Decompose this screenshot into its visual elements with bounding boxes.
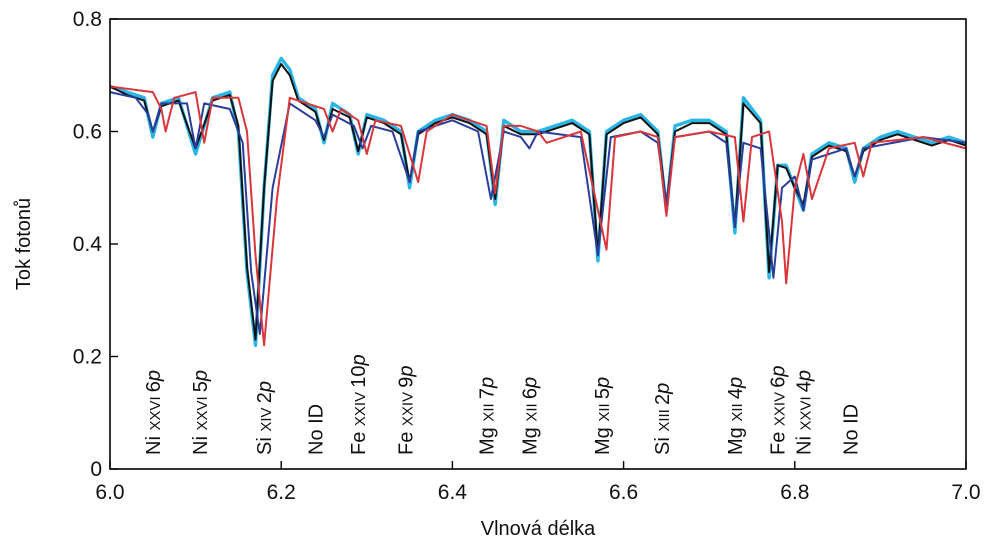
x-tick-label: 6.4 — [438, 481, 468, 504]
line-annotation: Si XIV 2p — [254, 381, 276, 455]
x-tick-label: 6.2 — [267, 481, 296, 504]
line-annotation: Si XIII 2p — [652, 383, 674, 455]
x-tick-label: 6.0 — [95, 481, 124, 504]
y-tick-label: 0.8 — [73, 8, 102, 31]
line-annotation: Ni XXVI 4p — [793, 370, 815, 455]
line-annotation: Ni XXVI 5p — [190, 370, 212, 455]
line-annotations: Ni XXVI 6p Ni XXVI 5p Si XIV 2p No ID Fe XXI… — [143, 354, 863, 455]
line-annotation: Fe XXIV 9p — [395, 365, 417, 455]
series-layer — [109, 56, 967, 347]
series-line-4 — [109, 85, 967, 347]
line-annotation: Mg XII 5p — [592, 377, 614, 455]
y-tick-label: 0.2 — [73, 346, 102, 369]
line-annotation: Ni XXVI 6p — [143, 370, 165, 455]
x-tick-label: 7.0 — [951, 481, 980, 504]
y-tick-label: 0.4 — [73, 233, 103, 256]
line-annotation: Mg XII 7p — [477, 377, 499, 455]
line-annotation: Fe XXIV 6p — [768, 365, 790, 455]
x-tick-label: 6.6 — [609, 481, 638, 504]
line-annotation: Mg XII 6p — [519, 377, 541, 455]
x-axis: 6.0 6.2 6.4 6.6 6.8 7.0 — [95, 461, 981, 504]
y-tick-label: 0 — [90, 458, 102, 481]
line-annotation: Fe XXIV 10p — [348, 354, 370, 455]
x-tick-label: 6.8 — [780, 481, 809, 504]
line-annotation: Mg XII 4p — [725, 377, 747, 455]
line-annotation: No ID — [305, 404, 327, 455]
y-axis-title: Tok fotonů — [13, 198, 35, 290]
x-axis-title: Vlnová délka — [481, 518, 596, 540]
series-line-2 — [109, 63, 967, 341]
y-axis: 0 0.2 0.4 0.6 0.8 — [73, 8, 118, 481]
line-annotation: No ID — [840, 404, 862, 455]
y-tick-label: 0.6 — [73, 121, 102, 144]
